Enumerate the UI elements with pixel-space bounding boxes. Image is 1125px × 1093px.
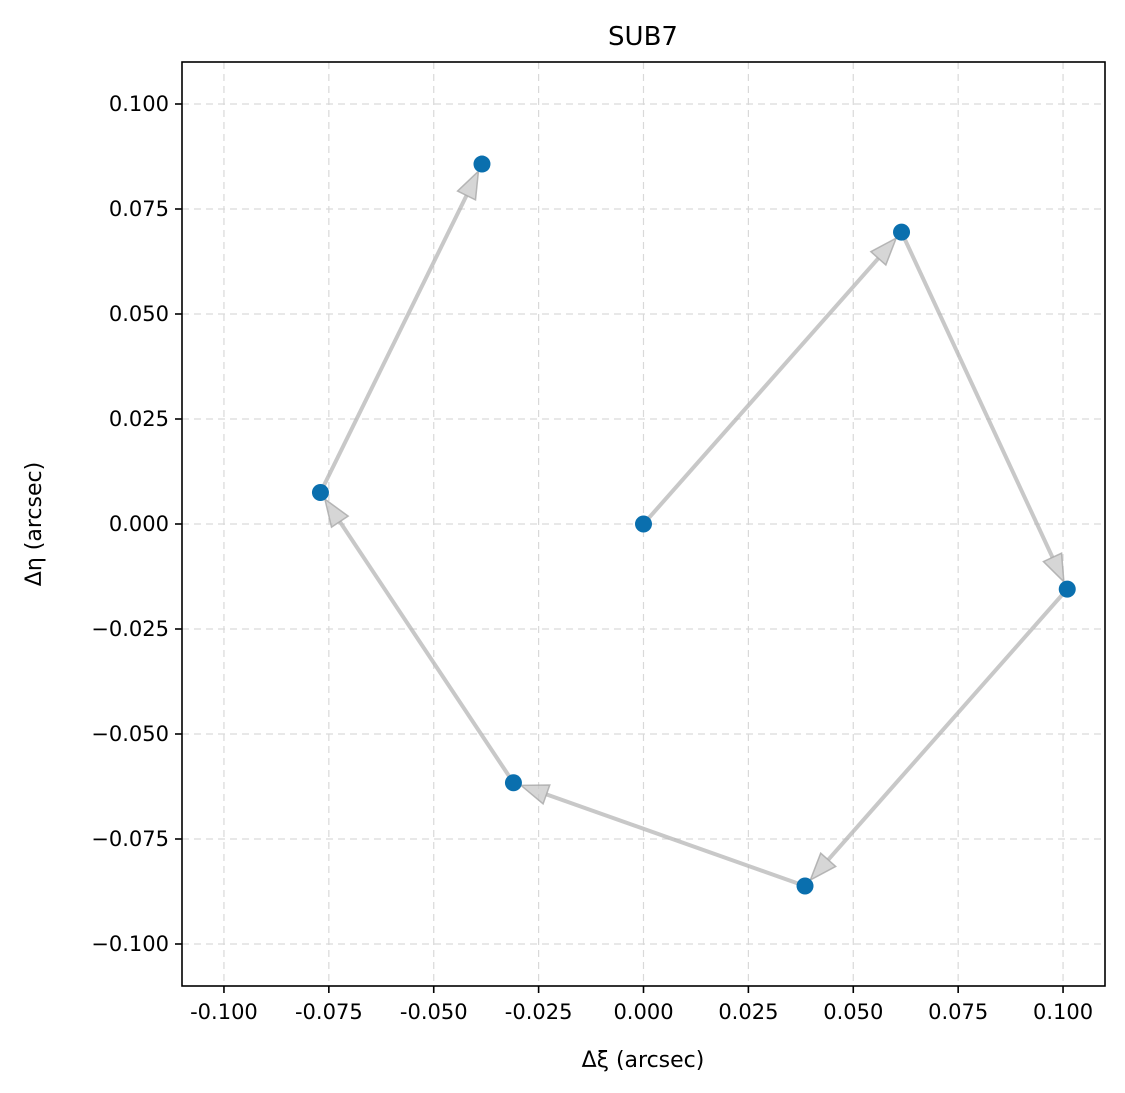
- arrow-head: [1042, 552, 1065, 584]
- x-tick-label: 0.100: [1033, 1000, 1093, 1024]
- data-point: [504, 774, 522, 792]
- arrow-shaft: [545, 792, 806, 888]
- x-tick-label: -0.025: [505, 1000, 573, 1024]
- data-point: [893, 223, 911, 241]
- y-tick-label: −0.050: [91, 722, 169, 746]
- chart-title: SUB7: [608, 22, 678, 52]
- y-tick-label: 0.075: [109, 197, 169, 221]
- x-tick-label: 0.000: [613, 1000, 673, 1024]
- trajectory-arrow: [899, 231, 1065, 584]
- arrow-shaft: [318, 194, 469, 494]
- trajectory-arrow: [642, 236, 898, 526]
- arrow-shaft: [826, 587, 1069, 862]
- data-point: [635, 515, 652, 533]
- x-tick-label: -0.075: [295, 1000, 363, 1024]
- data-point: [796, 877, 814, 895]
- arrow-shaft: [899, 231, 1055, 559]
- trajectory-arrow: [518, 784, 806, 888]
- arrow-head: [869, 236, 898, 267]
- arrow-shaft: [642, 256, 880, 526]
- axis-ticks: -0.100 -0.075 -0.050 -0.025 0.000 0.025 0.050 0…: [91, 92, 1093, 1024]
- data-point: [473, 155, 491, 173]
- trajectory-arrow: [808, 587, 1069, 882]
- arrow-head: [456, 169, 480, 202]
- data-point: [1058, 580, 1076, 598]
- y-tick-label: 0.100: [109, 92, 169, 116]
- arrow-head: [323, 497, 350, 529]
- x-tick-label: 0.075: [928, 1000, 988, 1024]
- y-axis-label: Δη (arcsec): [22, 462, 47, 586]
- arrow-head: [808, 851, 837, 882]
- x-tick-label: 0.025: [718, 1000, 778, 1024]
- data-points: [311, 155, 1076, 895]
- y-tick-label: −0.100: [91, 932, 169, 956]
- y-tick-label: 0.025: [109, 407, 169, 431]
- y-tick-label: −0.025: [91, 617, 169, 641]
- trajectory-arrow: [318, 169, 480, 494]
- x-axis-label: Δξ (arcsec): [582, 1048, 705, 1073]
- y-tick-label: 0.000: [109, 512, 169, 536]
- trajectory-arrows: [318, 169, 1069, 888]
- x-tick-label: 0.050: [823, 1000, 883, 1024]
- arrow-shaft: [338, 520, 516, 784]
- x-tick-label: -0.050: [400, 1000, 468, 1024]
- trajectory-arrow: [323, 497, 516, 784]
- x-tick-label: -0.100: [190, 1000, 258, 1024]
- y-tick-label: −0.075: [91, 827, 169, 851]
- data-point: [311, 484, 329, 501]
- y-tick-label: 0.050: [109, 302, 169, 326]
- arrow-head: [518, 784, 551, 806]
